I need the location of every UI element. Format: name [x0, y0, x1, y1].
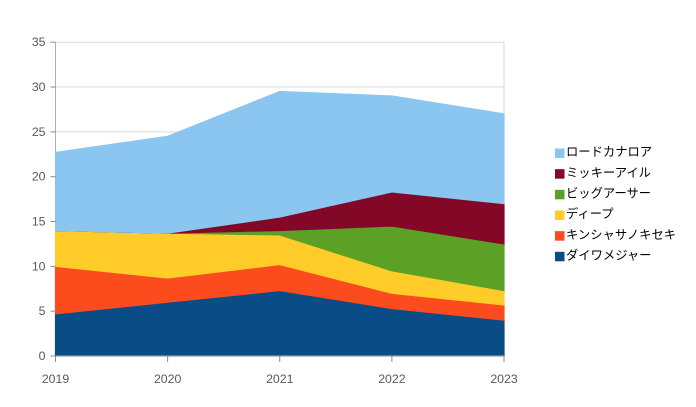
- svg-text:30: 30: [32, 80, 46, 94]
- svg-text:2023: 2023: [490, 372, 518, 386]
- svg-text:35: 35: [32, 35, 46, 49]
- svg-text:ディープ: ディープ: [566, 204, 614, 222]
- svg-text:25: 25: [32, 125, 46, 139]
- svg-text:キンシャサノキセキ: キンシャサノキセキ: [566, 225, 676, 243]
- svg-text:20: 20: [32, 170, 46, 184]
- svg-text:ビッグアーサー: ビッグアーサー: [566, 184, 651, 202]
- svg-text:15: 15: [32, 215, 46, 229]
- svg-text:2021: 2021: [266, 372, 294, 386]
- svg-text:2022: 2022: [378, 372, 406, 386]
- svg-text:5: 5: [39, 304, 46, 318]
- svg-text:0: 0: [39, 349, 46, 363]
- svg-text:ロードカナロア: ロードカナロア: [566, 142, 652, 160]
- svg-text:10: 10: [32, 259, 46, 273]
- svg-text:ミッキーアイル: ミッキーアイル: [566, 163, 651, 181]
- svg-text:2020: 2020: [154, 372, 182, 386]
- svg-text:ダイワメジャー: ダイワメジャー: [566, 246, 651, 264]
- svg-text:2019: 2019: [42, 372, 70, 386]
